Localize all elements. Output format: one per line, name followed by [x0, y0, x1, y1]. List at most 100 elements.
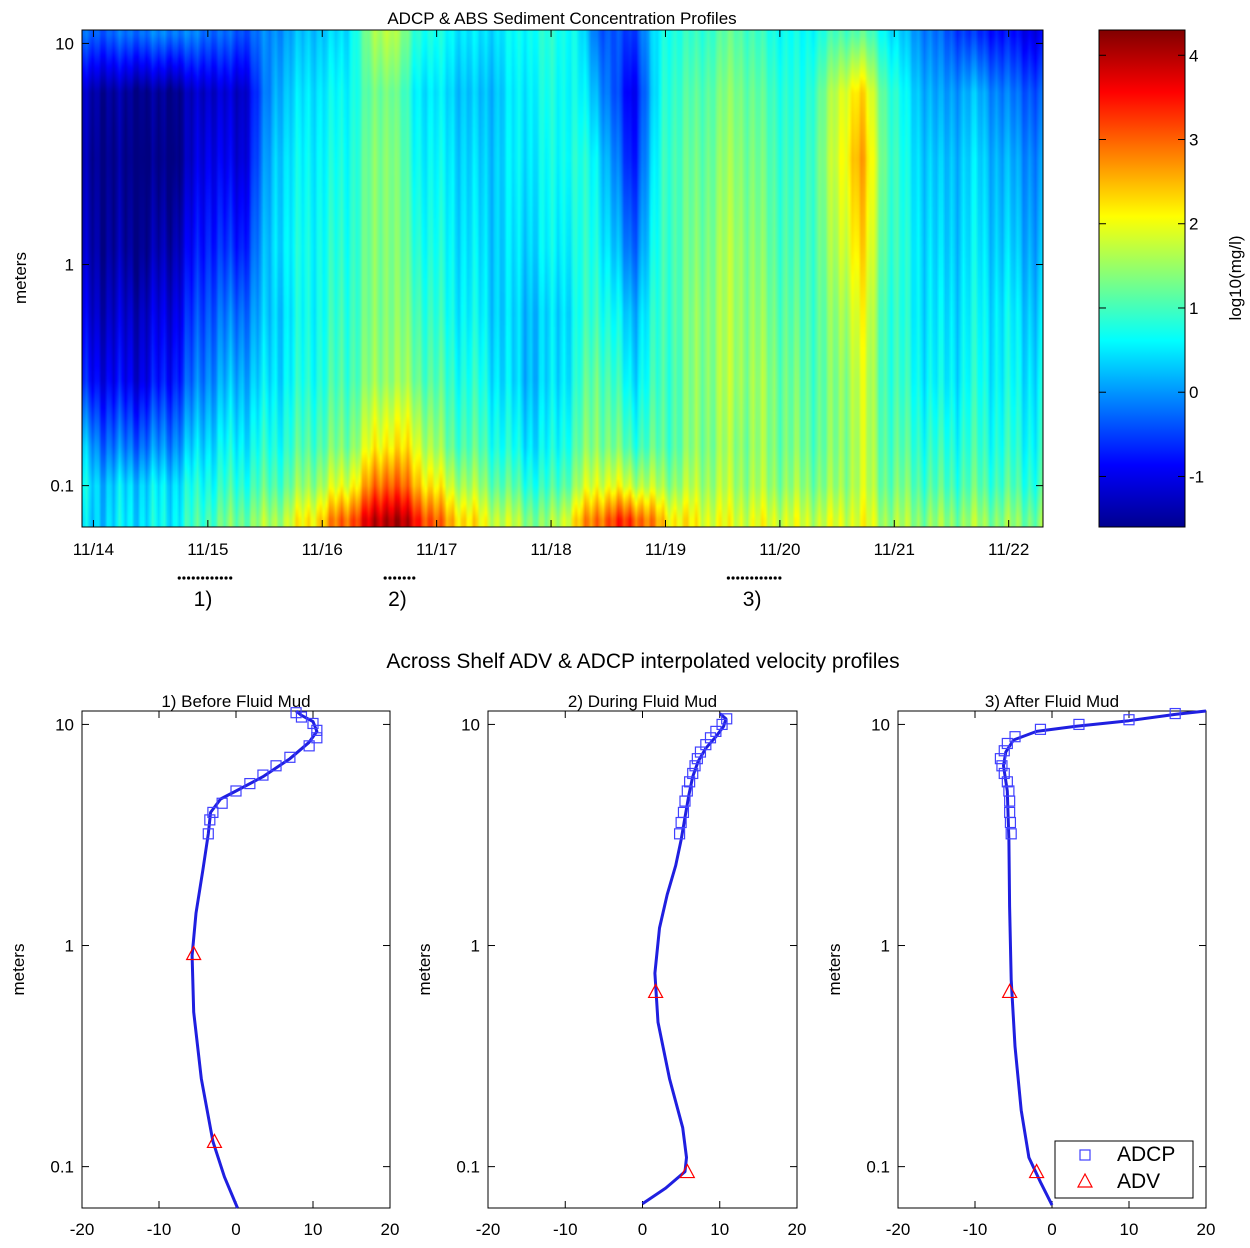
period-marker-dot [778, 576, 782, 580]
adcp-marker [1004, 806, 1016, 819]
period-marker-dot [177, 576, 181, 580]
profile-x-tick-label: -10 [553, 1220, 578, 1239]
profile-x-tick-label: -10 [147, 1220, 172, 1239]
adcp-marker [257, 769, 269, 781]
period-marker-dot [196, 576, 200, 580]
adcp-marker [677, 806, 690, 819]
adcp-marker [1034, 723, 1047, 735]
profile-x-tick-label: 20 [1197, 1220, 1216, 1239]
colorbar-tick-label: 1 [1189, 299, 1198, 318]
period-markers: 1) 2) 3) [177, 576, 782, 611]
adcp-marker [994, 753, 1007, 765]
adcp-marker [1123, 714, 1135, 726]
profile-title: 1) Before Fluid Mud [161, 692, 310, 711]
adcp-marker [311, 724, 323, 736]
adcp-marker [244, 777, 256, 790]
heatmap-x-ticks: 11/14 11/15 11/16 11/17 11/18 11/19 11/20 11/21… [73, 30, 1029, 559]
profile-y-tick-label: 0.1 [456, 1158, 480, 1177]
profile-x-tick-label: 10 [1120, 1220, 1139, 1239]
period-marker-dot [393, 576, 397, 580]
profile-title: 3) After Fluid Mud [985, 692, 1119, 711]
heatmap-x-tick-label: 11/17 [416, 540, 457, 559]
period-marker-dot [187, 576, 191, 580]
period-marker-label: 1) [194, 588, 213, 611]
profile-frame [81, 710, 391, 1209]
legend-adv-label: ADV [1117, 1170, 1160, 1193]
profile-ylabel: meters [9, 944, 28, 996]
adcp-marker [1009, 731, 1021, 743]
profile-chart: 2) During Fluid Mud meters 0.1 1 10 -20 -10 0 10… [415, 692, 806, 1239]
adcp-marker [998, 767, 1010, 780]
profile-chart: 3) After Fluid Mud meters 0.1 1 10 -20 -10 0 10 2… [825, 692, 1215, 1239]
adcp-marker [691, 753, 703, 765]
period-marker-dot [407, 576, 411, 580]
adcp-marker [689, 760, 701, 772]
period-marker-dot [740, 576, 745, 580]
period-marker-dot [397, 576, 402, 580]
colorbar-tick-label: 2 [1189, 215, 1198, 234]
adcp-marker [204, 814, 216, 826]
profile-frame [487, 710, 798, 1209]
profile-x-tick-label: 0 [1047, 1220, 1056, 1239]
colorbar-tick-label: 4 [1189, 46, 1198, 65]
adcp-marker [1005, 828, 1017, 840]
adcp-marker [1001, 737, 1013, 750]
profile-y-tick-label: 1 [881, 937, 890, 956]
adv-marker [647, 983, 664, 999]
heatmap-x-tick-label: 11/15 [187, 540, 228, 559]
profile-x-tick-label: 20 [381, 1220, 400, 1239]
profile-ylabel: meters [825, 944, 844, 996]
heatmap-y-tick-label: 1 [65, 256, 74, 275]
profile-y-tick-label: 10 [461, 715, 480, 734]
colorbar-tick-label: -1 [1189, 467, 1204, 486]
profile-y-tick-label: 10 [871, 715, 890, 734]
adcp-marker [996, 760, 1008, 772]
legend-adcp-symbol [1079, 1149, 1091, 1161]
colorbar-tick-label: 0 [1189, 383, 1198, 402]
adcp-marker [1001, 776, 1013, 788]
adcp-marker [681, 785, 693, 797]
period-marker-dot [773, 576, 777, 580]
section-title: Across Shelf ADV & ADCP interpolated vel… [386, 650, 899, 673]
heatmap-x-tick-label: 11/19 [645, 540, 686, 559]
adcp-marker [721, 713, 733, 725]
legend-adv-symbol [1076, 1172, 1094, 1188]
period-marker-dot [745, 576, 749, 580]
profile-chart: 1) Before Fluid Mud meters 0.1 1 10 -20 -10 0 10… [9, 692, 399, 1239]
period-marker-dot [768, 576, 773, 580]
heatmap-chart: ADCP & ABS Sediment Concentration Profil… [11, 9, 1044, 611]
heatmap-y-tick-label: 0.1 [50, 477, 74, 496]
period-marker-dot [754, 576, 759, 580]
adcp-marker [673, 828, 686, 840]
adcp-marker [216, 797, 228, 809]
period-marker-dot [388, 576, 392, 580]
profile-y-tick-label: 0.1 [866, 1158, 890, 1177]
profile-x-tick-label: -10 [963, 1220, 988, 1239]
profile-x-tick-label: 10 [304, 1220, 323, 1239]
period-marker-dot [402, 576, 406, 580]
adcp-marker [202, 828, 214, 840]
profile-x-tick-label: 10 [710, 1220, 729, 1239]
heatmap-x-tick-label: 11/18 [530, 540, 571, 559]
heatmap-y-tick-label: 10 [55, 34, 74, 53]
period-marker-dot [219, 576, 223, 580]
adcp-marker [1169, 707, 1181, 720]
velocity-profile-line [190, 709, 319, 1209]
adcp-marker [307, 717, 319, 730]
adv-marker [1001, 983, 1018, 999]
adcp-marker [684, 776, 696, 788]
heatmap-ylabel: meters [11, 252, 30, 304]
period-marker-dot [224, 576, 228, 580]
profile-y-tick-label: 1 [65, 937, 74, 956]
adcp-marker [207, 806, 219, 819]
profile-y-tick-label: 0.1 [50, 1158, 74, 1177]
adcp-marker [998, 745, 1010, 757]
period-marker-dot [191, 576, 195, 580]
adcp-marker [230, 785, 242, 797]
period-marker-dot [205, 576, 209, 580]
profile-x-tick-label: -20 [886, 1220, 911, 1239]
adcp-marker [270, 760, 282, 772]
period-marker-dot [759, 576, 763, 580]
